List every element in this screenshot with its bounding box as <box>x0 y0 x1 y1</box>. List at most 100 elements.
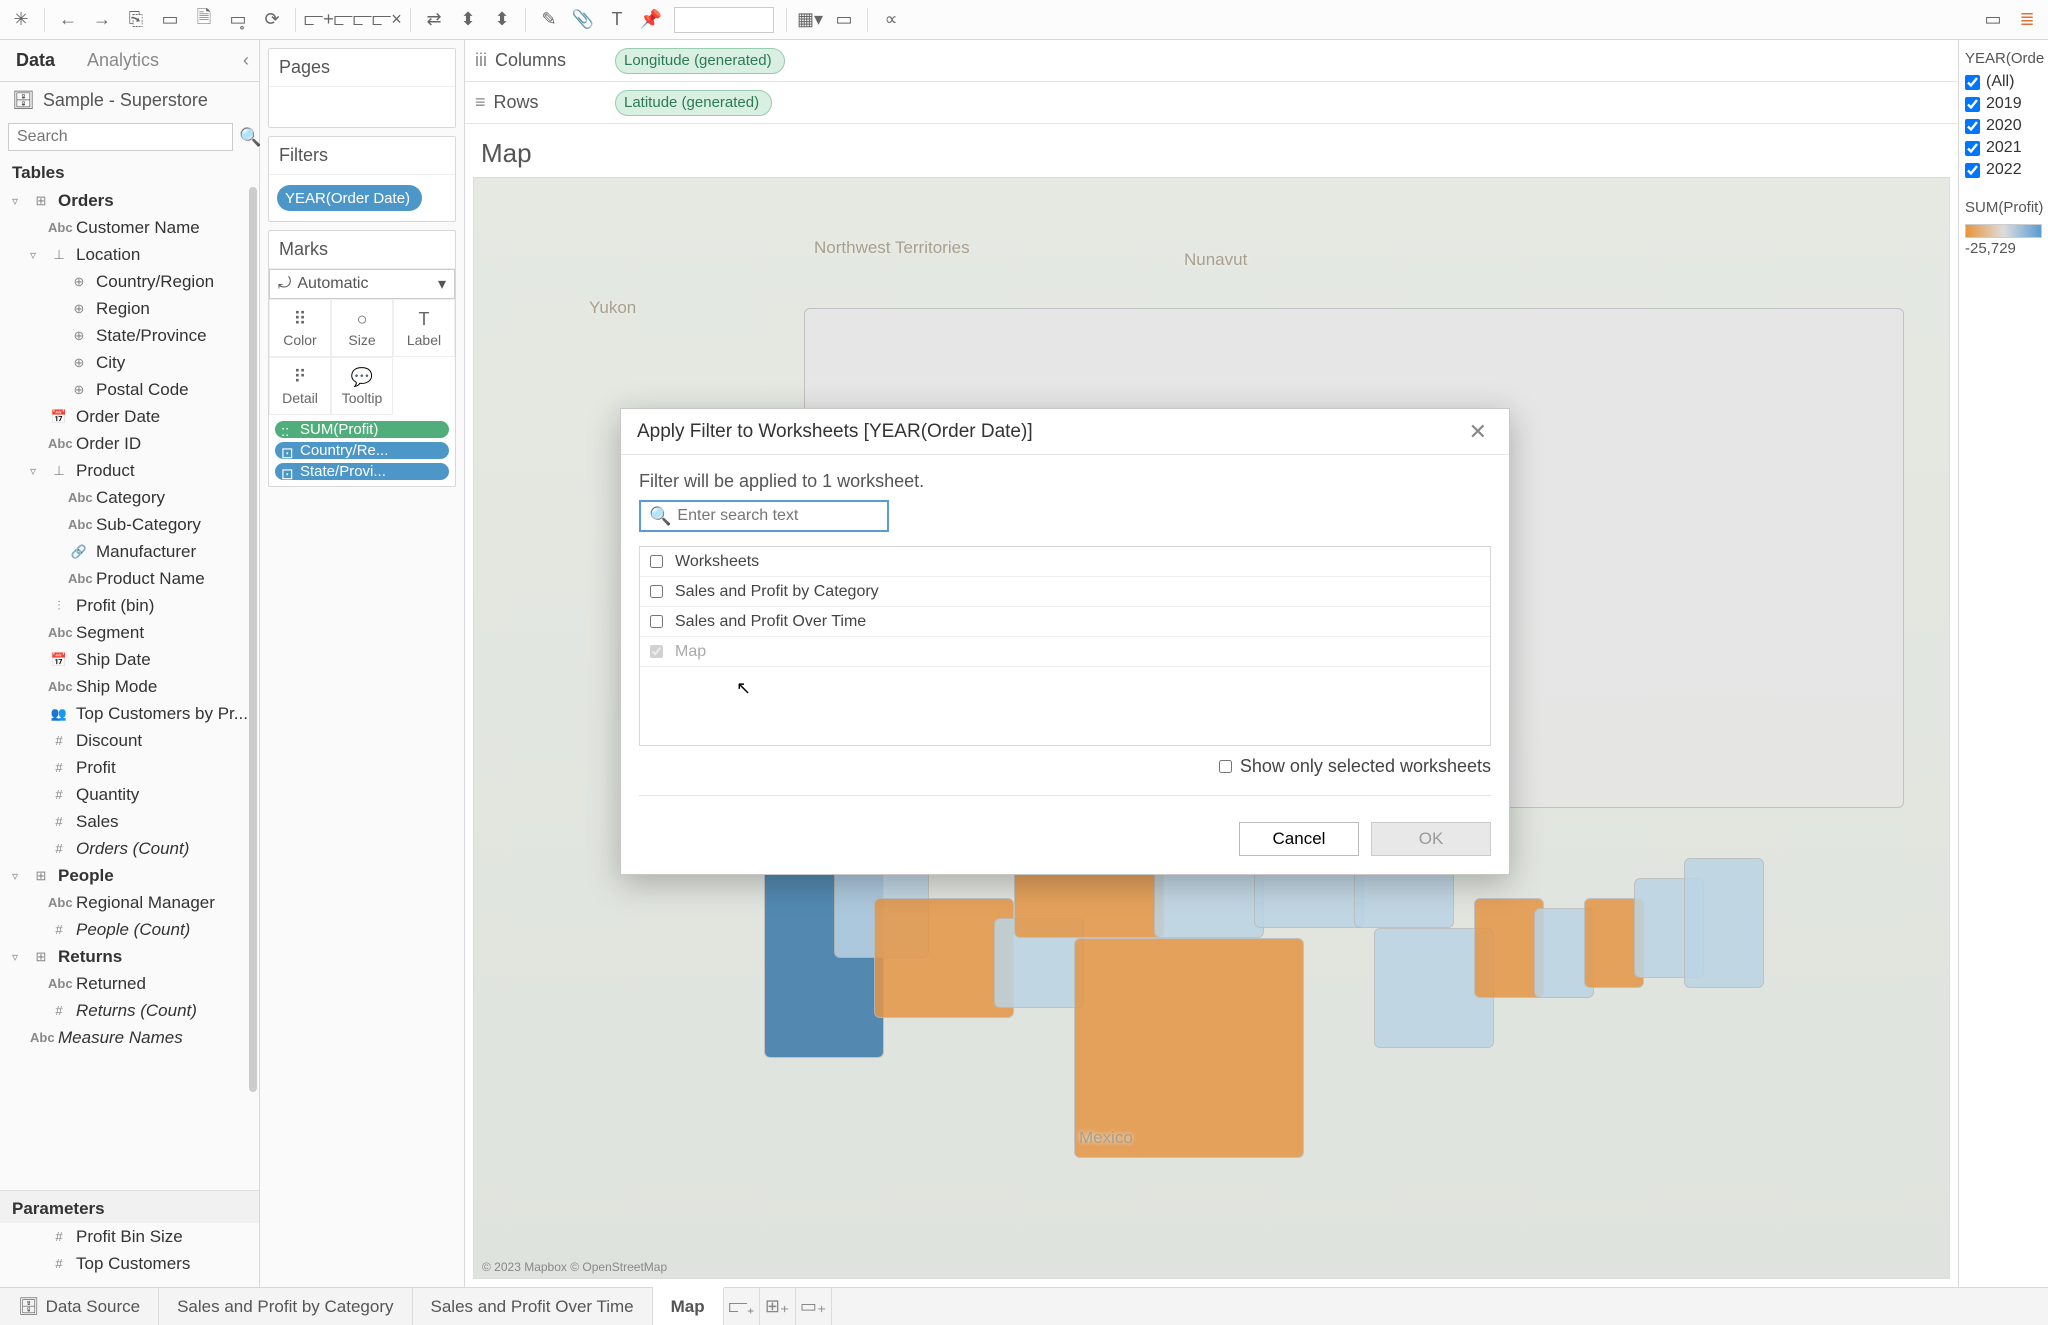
year-filter-option[interactable]: 2020 <box>1963 115 2044 137</box>
field-row[interactable]: 📅Order Date <box>0 403 259 430</box>
rows-shelf[interactable]: ≡Rows Latitude (generated) <box>465 82 1958 124</box>
mark-pill[interactable]: ⊡Country/Re... <box>275 442 449 459</box>
pages-card[interactable]: Pages <box>268 48 456 128</box>
field-row[interactable]: AbcShip Mode <box>0 673 259 700</box>
field-row[interactable]: ⊕Postal Code <box>0 376 259 403</box>
columns-shelf[interactable]: iiiColumns Longitude (generated) <box>465 40 1958 82</box>
search-input[interactable] <box>8 123 233 151</box>
field-row[interactable]: ⫶Profit (bin) <box>0 592 259 619</box>
year-checkbox[interactable] <box>1965 119 1980 134</box>
mark-pill[interactable]: ⊡State/Provi... <box>275 463 449 480</box>
new-story-icon[interactable]: ▭₊ <box>796 1288 832 1325</box>
parameter-row[interactable]: #Top Customers <box>0 1250 259 1277</box>
filter-pill[interactable]: YEAR(Order Date) <box>277 185 422 211</box>
field-row[interactable]: AbcReturned <box>0 970 259 997</box>
select-all-checkbox[interactable] <box>650 555 663 568</box>
save-icon[interactable]: ⎘ <box>121 5 151 35</box>
marks-tooltip-button[interactable]: 💬Tooltip <box>331 357 393 415</box>
search-find-icon[interactable]: 🔍 <box>239 127 259 148</box>
field-row[interactable]: ▿⊥Product <box>0 457 259 484</box>
swap-icon[interactable]: ⇄ <box>419 5 449 35</box>
field-row[interactable]: 👥Top Customers by Pr... <box>0 700 259 727</box>
field-row[interactable]: AbcSub-Category <box>0 511 259 538</box>
map-region[interactable] <box>1684 858 1764 988</box>
cancel-button[interactable]: Cancel <box>1239 822 1359 856</box>
columns-pill[interactable]: Longitude (generated) <box>615 48 785 74</box>
list-header-row[interactable]: Worksheets <box>640 547 1490 577</box>
field-row[interactable]: AbcProduct Name <box>0 565 259 592</box>
worksheet-checkbox[interactable] <box>650 615 663 628</box>
sheet-tab[interactable]: Map <box>653 1287 724 1325</box>
worksheet-row[interactable]: Sales and Profit Over Time <box>640 607 1490 637</box>
marks-type-dropdown[interactable]: ⤾Automatic ▾ <box>269 269 455 299</box>
map-region[interactable] <box>874 898 1014 1018</box>
field-row[interactable]: #Discount <box>0 727 259 754</box>
datasource-tab[interactable]: 🗄Data Source <box>0 1288 159 1325</box>
field-row[interactable]: #Quantity <box>0 781 259 808</box>
dup-ws-icon[interactable]: ⫍⫍ <box>338 5 368 35</box>
year-filter-option[interactable]: 2022 <box>1963 159 2044 181</box>
field-row[interactable]: ▿⊞Returns <box>0 943 259 970</box>
field-row[interactable]: #Sales <box>0 808 259 835</box>
dialog-search-input[interactable] <box>677 507 884 525</box>
field-row[interactable]: ▿⊞People <box>0 862 259 889</box>
sheet-tab[interactable]: Sales and Profit Over Time <box>413 1288 653 1325</box>
sheet-tab[interactable]: Sales and Profit by Category <box>159 1288 412 1325</box>
forward-icon[interactable]: → <box>87 5 117 35</box>
worksheet-row[interactable]: Sales and Profit by Category <box>640 577 1490 607</box>
collapse-left-icon[interactable]: ‹ <box>233 50 259 71</box>
field-row[interactable]: ▿⊥Location <box>0 241 259 268</box>
showme-icon[interactable]: ▦▾ <box>795 5 825 35</box>
del-ws-icon[interactable]: ⫍× <box>372 5 402 35</box>
mark-pill[interactable]: ::SUM(Profit) <box>275 421 449 438</box>
field-row[interactable]: AbcOrder ID <box>0 430 259 457</box>
highlight-icon[interactable]: ✎ <box>534 5 564 35</box>
field-row[interactable]: 📅Ship Date <box>0 646 259 673</box>
map-region[interactable] <box>1074 938 1304 1158</box>
color-gradient[interactable] <box>1965 224 2042 238</box>
field-row[interactable]: #Profit <box>0 754 259 781</box>
field-row[interactable]: AbcCustomer Name <box>0 214 259 241</box>
new-sheet-icon[interactable]: ⫍₊ <box>724 1288 760 1325</box>
text-icon[interactable]: T <box>602 5 632 35</box>
field-row[interactable]: #Orders (Count) <box>0 835 259 862</box>
autosave-icon[interactable]: 🗎 <box>189 5 219 35</box>
new-data-icon[interactable]: ▭ <box>155 5 185 35</box>
back-icon[interactable]: ← <box>53 5 83 35</box>
share-icon[interactable]: ∝ <box>876 5 906 35</box>
present-icon[interactable]: ▭ <box>829 5 859 35</box>
ok-button[interactable]: OK <box>1371 822 1491 856</box>
marks-color-button[interactable]: ⠿Color <box>269 299 331 357</box>
marks-size-button[interactable]: ○Size <box>331 299 393 357</box>
field-row[interactable]: ⊕City <box>0 349 259 376</box>
year-filter-option[interactable]: 2019 <box>1963 93 2044 115</box>
tab-data[interactable]: Data <box>0 40 71 81</box>
sort-asc-icon[interactable]: ⬍ <box>453 5 483 35</box>
field-row[interactable]: AbcSegment <box>0 619 259 646</box>
field-row[interactable]: #Returns (Count) <box>0 997 259 1024</box>
datasource-row[interactable]: 🗄 Sample - Superstore <box>0 82 259 119</box>
fit-dropdown[interactable] <box>674 7 774 33</box>
year-checkbox[interactable] <box>1965 75 1980 90</box>
field-row[interactable]: 🔗Manufacturer <box>0 538 259 565</box>
field-row[interactable]: AbcCategory <box>0 484 259 511</box>
dialog-search[interactable]: 🔍 <box>639 500 889 532</box>
field-row[interactable]: AbcRegional Manager <box>0 889 259 916</box>
year-checkbox[interactable] <box>1965 163 1980 178</box>
new-dashboard-icon[interactable]: ⊞₊ <box>760 1288 796 1325</box>
marks-detail-button[interactable]: ⠟Detail <box>269 357 331 415</box>
showme-btn-icon[interactable]: ≣ <box>2012 5 2042 35</box>
refresh-icon[interactable]: ⟳ <box>257 5 287 35</box>
pause-icon[interactable]: ▭̥ <box>223 5 253 35</box>
marks-label-button[interactable]: TLabel <box>393 299 455 357</box>
year-checkbox[interactable] <box>1965 141 1980 156</box>
field-row[interactable]: ⊕State/Province <box>0 322 259 349</box>
year-checkbox[interactable] <box>1965 97 1980 112</box>
close-icon[interactable]: ✕ <box>1463 419 1493 445</box>
worksheet-checkbox[interactable] <box>650 585 663 598</box>
tab-analytics[interactable]: Analytics <box>71 40 175 81</box>
field-row[interactable]: ▿⊞Orders <box>0 187 259 214</box>
field-row[interactable]: #People (Count) <box>0 916 259 943</box>
year-filter-option[interactable]: (All) <box>1963 71 2044 93</box>
field-row[interactable]: ⊕Region <box>0 295 259 322</box>
